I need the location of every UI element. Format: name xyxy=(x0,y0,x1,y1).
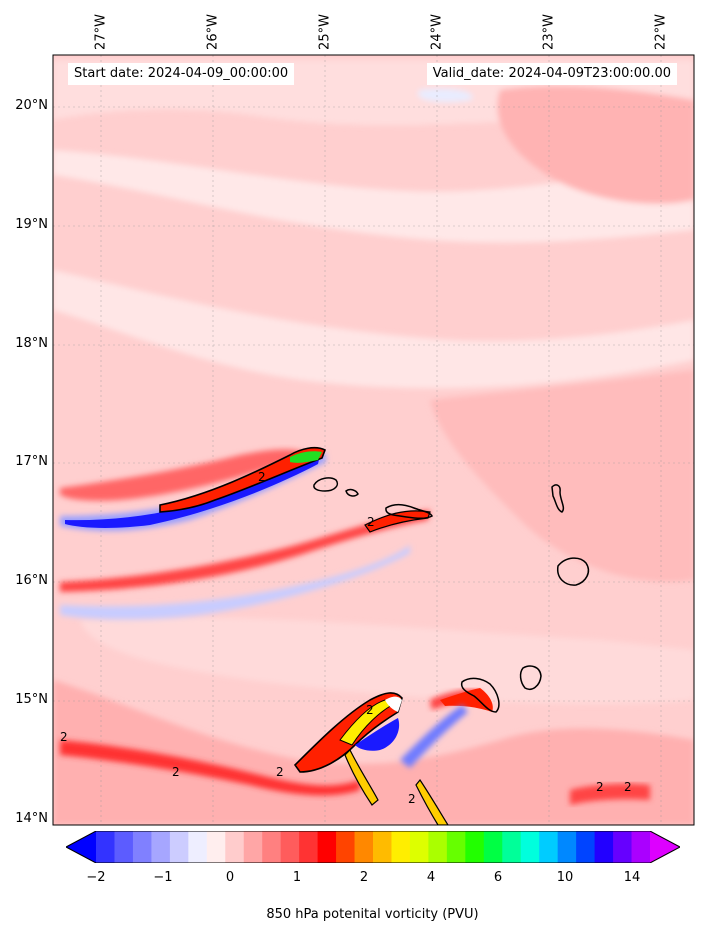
colorbar-segment xyxy=(132,831,152,863)
colorbar-segment xyxy=(336,831,356,863)
colorbar-segment xyxy=(502,831,522,863)
start-date-label: Start date: 2024-04-09_00:00:00 xyxy=(68,63,295,85)
pv-streamer-north xyxy=(60,447,431,620)
colorbar-segment xyxy=(539,831,559,863)
coastlines xyxy=(313,477,590,713)
colorbar-segment xyxy=(576,831,596,863)
contour-label: 2 xyxy=(172,765,180,779)
contour-label: 2 xyxy=(624,780,632,794)
lat-label: 18°N xyxy=(15,336,48,351)
colorbar-segment xyxy=(151,831,171,863)
colorbar-segment xyxy=(446,831,466,863)
colorbar-segment xyxy=(483,831,503,863)
lat-label: 19°N xyxy=(15,217,48,232)
contour-label: 2 xyxy=(366,703,374,717)
contour-label: 2 xyxy=(596,780,604,794)
contour-label: 2 xyxy=(60,730,68,744)
colorbar-segment xyxy=(409,831,429,863)
lat-label: 15°N xyxy=(15,692,48,707)
lon-label: 24°W xyxy=(429,14,445,50)
colorbar-segment xyxy=(169,831,189,863)
contour-labels: 2 2 2 2 2 2 2 2 2 xyxy=(60,470,632,806)
contour-label: 2 xyxy=(276,765,284,779)
colorbar-tick: 2 xyxy=(359,870,369,885)
colorbar-tick: 14 xyxy=(623,870,641,885)
colorbar-extend-low xyxy=(66,831,96,863)
colorbar-tick: 0 xyxy=(225,870,235,885)
colorbar-tick: 1 xyxy=(292,870,302,885)
pv-broad-bands xyxy=(53,60,694,825)
pv-vortex-south xyxy=(60,688,650,825)
lat-label: 16°N xyxy=(15,573,48,588)
lon-label: 25°W xyxy=(317,14,333,50)
colorbar-segment xyxy=(188,831,208,863)
colorbar-segment xyxy=(262,831,282,863)
colorbar-segment xyxy=(96,831,115,863)
colorbar-tick: 4 xyxy=(426,870,436,885)
colorbar-tick: −1 xyxy=(153,870,173,885)
contour-label: 2 xyxy=(408,792,416,806)
colorbar-segment xyxy=(391,831,411,863)
colorbar-segment xyxy=(557,831,577,863)
lat-label: 17°N xyxy=(15,454,48,469)
lon-label: 22°W xyxy=(653,14,669,50)
lon-label: 23°W xyxy=(541,14,557,50)
colorbar-segment xyxy=(631,831,651,863)
colorbar xyxy=(66,831,680,863)
colorbar-extend-high xyxy=(650,831,680,863)
colorbar-segment xyxy=(225,831,245,863)
valid-date-label: Valid_date: 2024-04-09T23:00:00.00 xyxy=(426,63,677,85)
colorbar-title: 850 hPa potenital vorticity (PVU) xyxy=(266,907,479,922)
colorbar-segment xyxy=(280,831,300,863)
colorbar-segment xyxy=(317,831,337,863)
colorbar-segment xyxy=(428,831,448,863)
contour-label: 2 xyxy=(258,470,266,484)
colorbar-segment xyxy=(354,831,374,863)
lat-label: 14°N xyxy=(15,811,48,826)
graticule xyxy=(53,55,694,825)
lon-label: 27°W xyxy=(93,14,109,50)
colorbar-segment xyxy=(613,831,633,863)
contour-label: 2 xyxy=(367,515,375,529)
colorbar-segment xyxy=(465,831,485,863)
map-frame xyxy=(52,54,695,826)
colorbar-tick: 6 xyxy=(493,870,503,885)
colorbar-tick: 10 xyxy=(556,870,574,885)
colorbar-tick: −2 xyxy=(86,870,106,885)
colorbar-segment xyxy=(373,831,392,863)
colorbar-segment xyxy=(299,831,319,863)
colorbar-segment xyxy=(243,831,263,863)
lon-label: 26°W xyxy=(205,14,221,50)
colorbar-segment xyxy=(594,831,614,863)
colorbar-segment xyxy=(114,831,134,863)
colorbar-segment xyxy=(206,831,226,863)
colorbar-segment xyxy=(520,831,540,863)
lat-label: 20°N xyxy=(15,98,48,113)
